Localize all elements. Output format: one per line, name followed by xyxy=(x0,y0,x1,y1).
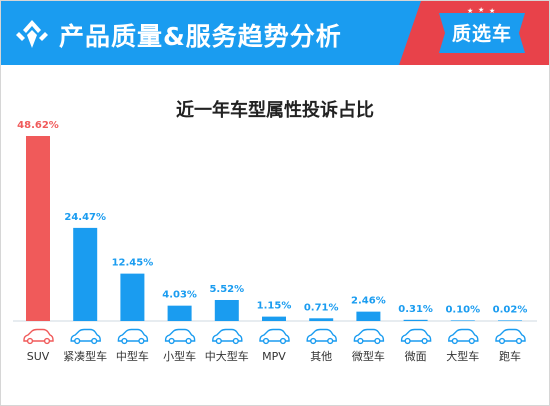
car-icon xyxy=(117,328,149,345)
car-icon xyxy=(23,328,54,345)
logo-icon xyxy=(16,20,48,48)
bar xyxy=(26,136,50,321)
data-label: 0.02% xyxy=(493,304,528,315)
data-label: 2.46% xyxy=(351,296,386,307)
category-label: 跑车 xyxy=(499,349,521,363)
data-label: 0.31% xyxy=(398,304,433,315)
category-label: 紧凑型车 xyxy=(63,349,107,363)
car-icon xyxy=(448,328,479,345)
data-label: 48.62% xyxy=(17,120,59,131)
bar xyxy=(167,305,192,321)
data-label: 1.15% xyxy=(257,301,292,312)
data-label: 12.45% xyxy=(112,258,154,269)
header-title: 产品质量&服务趋势分析 xyxy=(59,22,342,51)
badge-bg: ★ ★ ★ xyxy=(399,1,549,65)
car-icon xyxy=(259,328,290,345)
car-icon xyxy=(400,328,432,345)
svg-text:★: ★ xyxy=(467,7,473,15)
bar xyxy=(214,299,239,321)
header-bar: 产品质量&服务趋势分析 ★ ★ ★ 质选车 xyxy=(1,1,549,65)
car-icon xyxy=(212,328,243,345)
data-label: 0.10% xyxy=(445,304,480,315)
svg-text:★: ★ xyxy=(478,6,484,14)
bar xyxy=(403,319,428,321)
bar xyxy=(309,318,334,321)
category-label: SUV xyxy=(27,350,50,363)
bar xyxy=(73,227,98,321)
bar xyxy=(356,311,381,321)
chart-title: 近一年车型属性投诉占比 xyxy=(176,100,374,121)
bar xyxy=(262,316,286,321)
bar xyxy=(450,320,475,321)
bar xyxy=(120,273,145,321)
data-label: 5.52% xyxy=(209,284,244,295)
category-label: 大型车 xyxy=(446,349,479,363)
car-icon xyxy=(306,328,337,345)
data-label: 0.71% xyxy=(304,302,339,313)
category-label: 小型车 xyxy=(163,349,196,363)
svg-text:★: ★ xyxy=(489,7,495,15)
data-label: 4.03% xyxy=(162,290,197,301)
category-label: 其他 xyxy=(310,350,332,363)
bar xyxy=(498,320,522,321)
category-label: MPV xyxy=(262,350,286,363)
category-label: 微型车 xyxy=(352,349,385,363)
data-label: 24.47% xyxy=(64,212,106,223)
badge-text: 质选车 xyxy=(451,23,512,45)
car-icon xyxy=(353,328,385,345)
category-label: 中型车 xyxy=(116,349,149,363)
category-label: 微面 xyxy=(405,349,427,363)
car-icon xyxy=(495,328,526,345)
car-icon xyxy=(70,328,101,345)
category-label: 中大型车 xyxy=(205,349,249,363)
car-icon xyxy=(164,328,196,345)
